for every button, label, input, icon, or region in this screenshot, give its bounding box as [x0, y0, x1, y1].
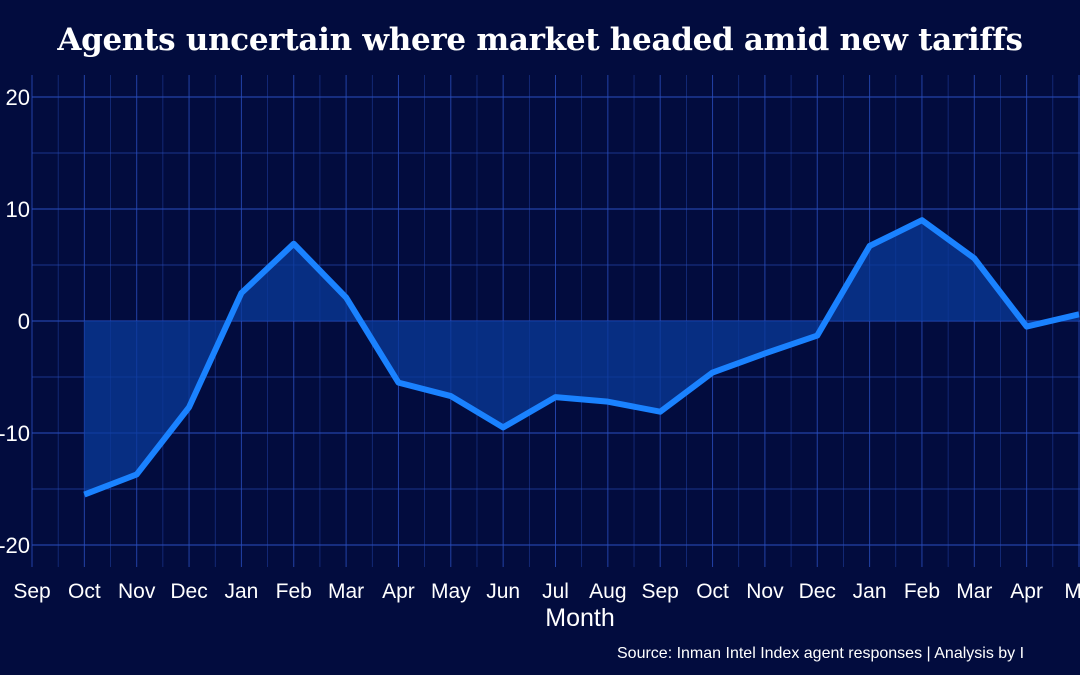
x-tick-label: May	[431, 580, 471, 603]
x-tick-label: Mar	[956, 580, 992, 603]
y-tick-label: 10	[6, 197, 30, 222]
x-tick-label: Jan	[853, 580, 887, 603]
y-tick-label: -10	[0, 421, 30, 446]
series-line	[83, 217, 1080, 498]
chart-title: Agents uncertain where market headed ami…	[57, 22, 1023, 58]
x-tick-label: Dec	[799, 580, 836, 603]
x-tick-label: Feb	[904, 580, 940, 603]
x-tick-label: Jan	[224, 580, 258, 603]
x-axis-label: Month	[545, 604, 615, 632]
x-tick-label: Jun	[486, 580, 520, 603]
x-tick-label: Apr	[1010, 580, 1043, 603]
area-fill	[84, 220, 1080, 495]
x-tick-label: Oct	[68, 580, 101, 603]
x-tick-label: Dec	[170, 580, 207, 603]
x-tick-label: Oct	[696, 580, 729, 603]
x-tick-label: Mar	[328, 580, 364, 603]
x-tick-label: Jul	[542, 580, 569, 603]
y-tick-label: 0	[18, 309, 30, 334]
y-tick-label: 20	[6, 85, 30, 110]
x-tick-label: Ma	[1064, 580, 1080, 603]
x-tick-label: Apr	[382, 580, 415, 603]
x-tick-label: Nov	[746, 580, 784, 603]
x-tick-label: Nov	[118, 580, 156, 603]
source-note: Source: Inman Intel Index agent response…	[617, 645, 1025, 662]
y-tick-label: -20	[0, 533, 30, 558]
x-tick-label: Sep	[13, 580, 50, 603]
x-tick-label: Aug	[589, 580, 626, 603]
x-tick-label: Sep	[642, 580, 679, 603]
x-tick-label: Feb	[276, 580, 312, 603]
